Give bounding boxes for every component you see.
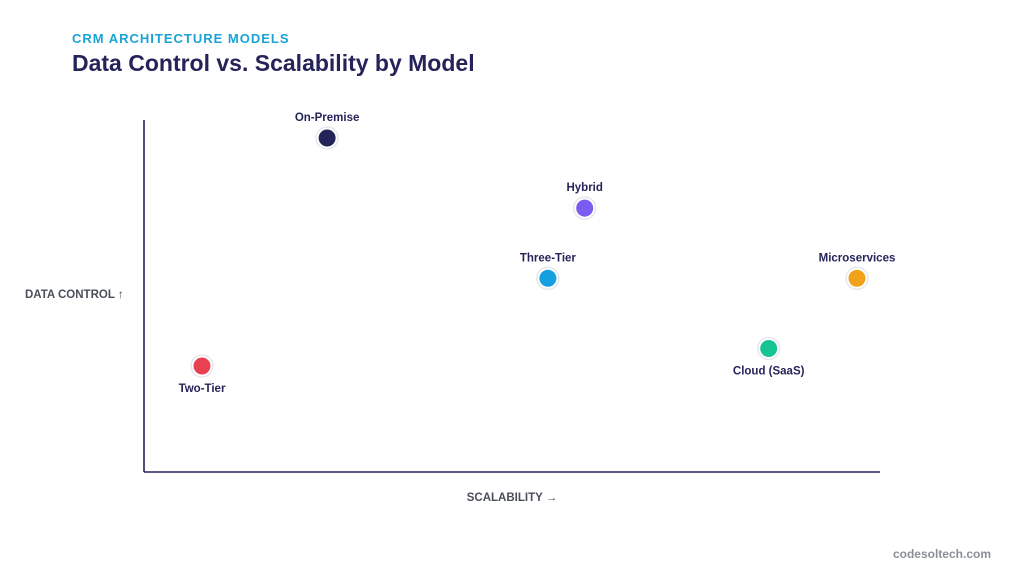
point-label-three-tier: Three-Tier (520, 252, 577, 264)
scatter-point-three-tier (539, 269, 557, 287)
point-label-hybrid: Hybrid (566, 182, 602, 194)
x-axis-label: SCALABILITY → (467, 492, 558, 504)
point-label-two-tier: Two-Tier (179, 383, 226, 395)
chart-title: Data Control vs. Scalability by Model (72, 50, 475, 76)
scatter-point-group-microservices: Microservices (819, 252, 896, 291)
point-label-on-premise: On-Premise (295, 112, 360, 124)
scatter-point-two-tier (193, 357, 211, 375)
scatter-point-on-premise (318, 129, 336, 147)
y-axis-label: DATA CONTROL ↑ (25, 289, 124, 301)
scatter-point-hybrid (576, 199, 594, 217)
points-layer: On-Premise Hybrid Three-Tier Microservices C… (179, 112, 896, 395)
chart-eyebrow: CRM ARCHITECTURE MODELS (72, 31, 290, 46)
scatter-point-group-two-tier: Two-Tier (179, 354, 226, 395)
scatter-point-group-on-premise: On-Premise (295, 112, 360, 150)
scatter-point-group-cloud-saas: Cloud (SaaS) (733, 336, 805, 377)
footer-site: codesoltech.com (892, 547, 991, 561)
scatter-point-group-hybrid: Hybrid (566, 182, 603, 220)
scatter-point-group-three-tier: Three-Tier (520, 252, 577, 291)
point-label-cloud-saas: Cloud (SaaS) (733, 365, 805, 377)
point-label-microservices: Microservices (819, 252, 896, 264)
scatter-point-cloud-saas (760, 339, 778, 357)
scatter-point-microservices (848, 269, 866, 287)
